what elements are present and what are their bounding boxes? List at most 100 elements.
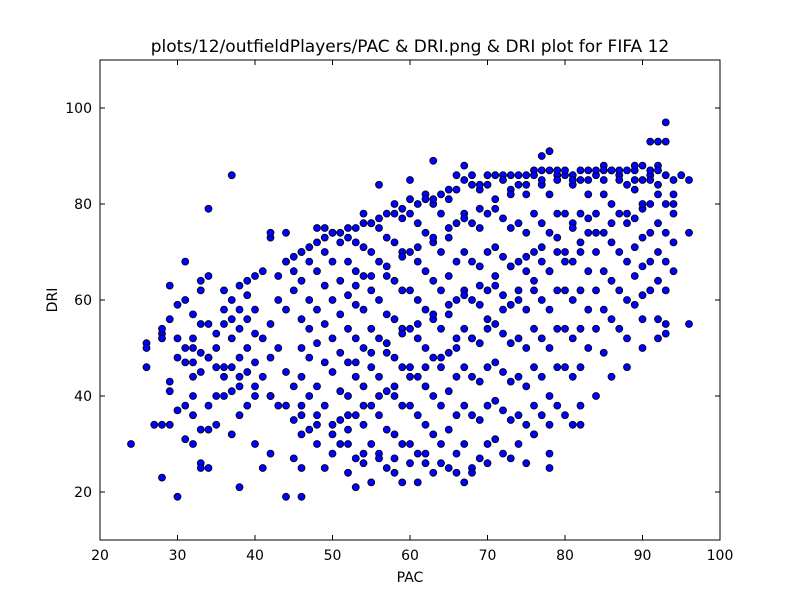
- data-point: [638, 200, 647, 208]
- data-point: [568, 296, 577, 304]
- data-point: [328, 430, 337, 439]
- data-point: [227, 296, 236, 304]
- data-point: [483, 171, 492, 180]
- data-point: [351, 411, 360, 420]
- data-point: [390, 209, 399, 218]
- data-point: [514, 257, 523, 266]
- data-point: [630, 176, 639, 184]
- data-point: [561, 324, 569, 333]
- data-point: [367, 248, 376, 256]
- data-point: [344, 440, 352, 448]
- data-point: [251, 440, 259, 448]
- x-tick-label: 100: [707, 548, 734, 564]
- data-point: [514, 180, 523, 189]
- data-point: [375, 411, 383, 420]
- data-point: [468, 411, 476, 420]
- data-point: [305, 392, 314, 400]
- data-point: [282, 305, 290, 314]
- y-tick-label: 40: [74, 389, 92, 405]
- data-point: [499, 449, 507, 458]
- data-point: [142, 344, 151, 352]
- data-point: [661, 200, 670, 208]
- data-point: [561, 209, 569, 218]
- data-point: [630, 185, 639, 194]
- data-point: [561, 363, 569, 372]
- data-point: [235, 281, 244, 290]
- data-point: [475, 204, 484, 213]
- data-point: [173, 492, 182, 501]
- data-point: [437, 401, 445, 410]
- data-point: [313, 411, 321, 420]
- data-point: [444, 310, 453, 319]
- data-point: [251, 329, 259, 338]
- data-point: [367, 286, 376, 295]
- data-point: [158, 420, 166, 429]
- data-point: [328, 420, 337, 429]
- data-point: [406, 286, 414, 295]
- data-point: [592, 392, 600, 400]
- data-point: [421, 344, 430, 352]
- data-point: [382, 233, 391, 242]
- data-point: [266, 353, 275, 362]
- data-point: [452, 334, 461, 343]
- data-point: [243, 368, 252, 376]
- data-point: [320, 233, 329, 242]
- data-point: [592, 209, 600, 218]
- data-point: [654, 334, 662, 343]
- data-point: [227, 363, 236, 372]
- data-point: [452, 468, 461, 477]
- data-point: [351, 267, 360, 276]
- x-tick-label: 20: [91, 548, 109, 564]
- data-point: [654, 190, 662, 199]
- data-point: [196, 425, 205, 434]
- data-point: [382, 425, 391, 434]
- y-tick-label: 60: [74, 293, 92, 309]
- data-point: [576, 286, 585, 295]
- data-point: [382, 348, 391, 357]
- data-point: [654, 248, 662, 256]
- data-point: [553, 363, 562, 372]
- data-point: [499, 368, 507, 376]
- data-point: [173, 406, 182, 415]
- data-point: [181, 296, 190, 304]
- data-point: [220, 286, 228, 295]
- data-point: [367, 219, 376, 228]
- data-point: [220, 363, 228, 372]
- data-point: [460, 161, 469, 170]
- data-point: [189, 310, 197, 319]
- data-point: [669, 267, 678, 276]
- data-point: [382, 272, 391, 280]
- data-point: [491, 272, 500, 280]
- data-point: [592, 248, 600, 256]
- data-point: [204, 425, 213, 434]
- data-point: [661, 228, 670, 237]
- data-point: [390, 392, 399, 400]
- data-point: [685, 176, 693, 184]
- data-point: [584, 176, 593, 184]
- data-point: [189, 411, 197, 420]
- data-point: [351, 334, 360, 343]
- data-point: [382, 209, 391, 218]
- data-point: [181, 401, 190, 410]
- data-point: [530, 286, 538, 295]
- data-point: [359, 305, 368, 314]
- data-point: [499, 252, 507, 261]
- data-point: [615, 286, 624, 295]
- data-point: [320, 464, 329, 472]
- data-point: [437, 353, 445, 362]
- data-point: [483, 315, 492, 324]
- data-point: [460, 478, 469, 487]
- data-point: [475, 377, 484, 386]
- data-point: [607, 238, 616, 247]
- data-point: [282, 368, 290, 376]
- data-point: [460, 291, 469, 300]
- data-point: [615, 248, 624, 256]
- data-point: [491, 281, 500, 290]
- data-point: [499, 176, 507, 184]
- data-point: [460, 401, 469, 410]
- data-point: [576, 363, 585, 372]
- data-point: [367, 324, 376, 333]
- data-point: [344, 224, 352, 232]
- data-point: [514, 171, 523, 180]
- data-point: [452, 171, 461, 180]
